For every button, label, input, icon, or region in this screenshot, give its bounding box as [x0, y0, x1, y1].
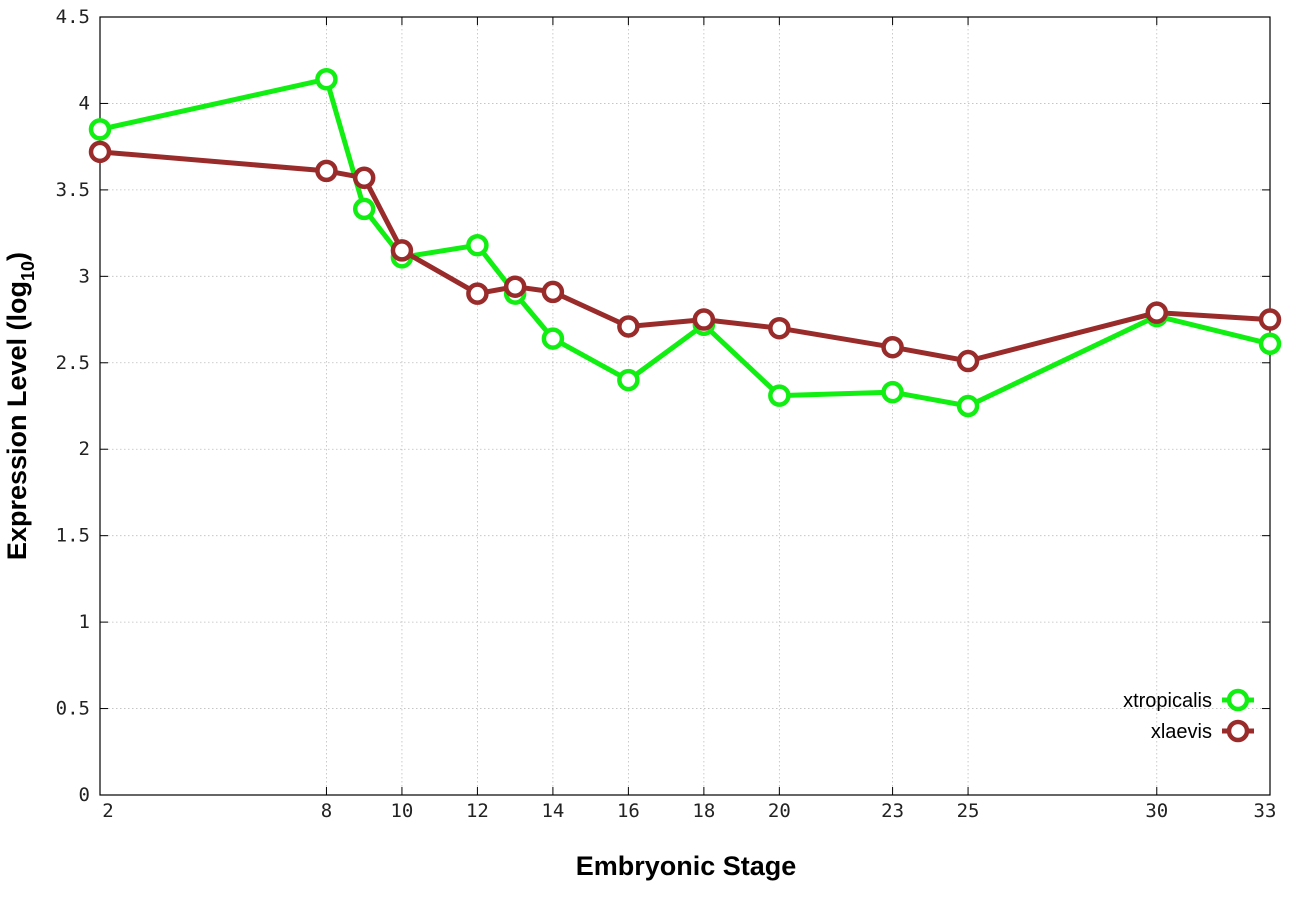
data-point-xlaevis	[88, 140, 112, 164]
data-point-xtropicalis	[352, 197, 376, 221]
x-tick-label: 33	[1254, 800, 1277, 822]
y-axis-title-subscript: 10	[18, 261, 38, 281]
legend-marker-xlaevis	[1226, 719, 1250, 743]
data-point-xtropicalis	[1258, 332, 1282, 356]
series-group	[88, 67, 1282, 418]
x-tick-label: 2	[102, 800, 113, 822]
data-point-xlaevis	[881, 335, 904, 359]
x-tick-label: 10	[390, 800, 413, 822]
data-point-xtropicalis	[541, 327, 565, 350]
data-point-xlaevis	[503, 275, 527, 298]
x-tick-label: 20	[768, 800, 791, 822]
y-tick-label: 3.5	[56, 179, 90, 201]
grid	[100, 17, 1270, 795]
y-tick-label: 2	[79, 438, 90, 460]
x-axis-title: Embryonic Stage	[576, 851, 797, 881]
x-tick-label: 8	[321, 800, 332, 822]
legend-label-xtropicalis: xtropicalis	[1123, 690, 1212, 712]
y-tick-label: 0	[79, 784, 90, 806]
data-point-xlaevis	[1145, 301, 1169, 324]
data-point-xtropicalis	[617, 368, 640, 392]
data-point-xlaevis	[956, 349, 980, 373]
y-tick-label: 4	[79, 92, 90, 114]
data-point-xlaevis	[617, 315, 640, 338]
y-tick-label: 0.5	[56, 698, 90, 720]
data-point-xlaevis	[768, 316, 791, 340]
x-tick-label: 14	[541, 800, 564, 822]
x-tick-label: 18	[692, 800, 715, 822]
data-point-xlaevis	[466, 282, 489, 305]
data-point-xlaevis	[1258, 308, 1282, 331]
x-tick-label: 23	[881, 800, 904, 822]
data-point-xtropicalis	[88, 118, 112, 141]
legend-label-xlaevis: xlaevis	[1151, 721, 1212, 743]
series-xtropicalis	[88, 67, 1282, 418]
y-tick-label: 1.5	[56, 525, 90, 547]
data-point-xtropicalis	[315, 67, 338, 91]
data-point-xlaevis	[692, 308, 716, 331]
data-point-xtropicalis	[881, 380, 904, 404]
y-tick-label: 4.5	[56, 6, 90, 28]
data-point-xtropicalis	[768, 384, 791, 407]
y-tick-label: 1	[79, 611, 90, 633]
x-tick-label: 30	[1145, 800, 1168, 822]
legend-marker-xtropicalis	[1226, 688, 1250, 712]
data-point-xlaevis	[390, 239, 414, 262]
series-line-xlaevis	[99, 149, 1271, 364]
y-tick-label: 3	[79, 265, 90, 287]
data-point-xlaevis	[315, 159, 338, 183]
data-point-xtropicalis	[956, 394, 980, 418]
data-point-xtropicalis	[466, 233, 489, 257]
data-point-xlaevis	[352, 166, 376, 190]
legend: xtropicalis xlaevis	[1123, 688, 1254, 743]
series-line-xtropicalis	[99, 76, 1271, 409]
x-tick-label: 25	[957, 800, 980, 822]
axis-ticks: 0 0.5 1 1.5 2 2.5 3 3.5 4 4.5 2 8 10 12 14 16 18 20 23 25 30…	[56, 6, 1277, 822]
x-tick-label: 16	[617, 800, 640, 822]
data-point-xlaevis	[541, 280, 565, 304]
y-axis-title-close: )	[2, 252, 32, 261]
plot-frame	[99, 16, 1271, 796]
y-tick-label: 2.5	[56, 352, 90, 374]
y-axis-title: Expression Level (log10)	[2, 252, 38, 560]
series-xlaevis	[88, 140, 1282, 373]
y-axis-title-main: Expression Level (log	[2, 281, 32, 560]
x-tick-label: 12	[466, 800, 489, 822]
